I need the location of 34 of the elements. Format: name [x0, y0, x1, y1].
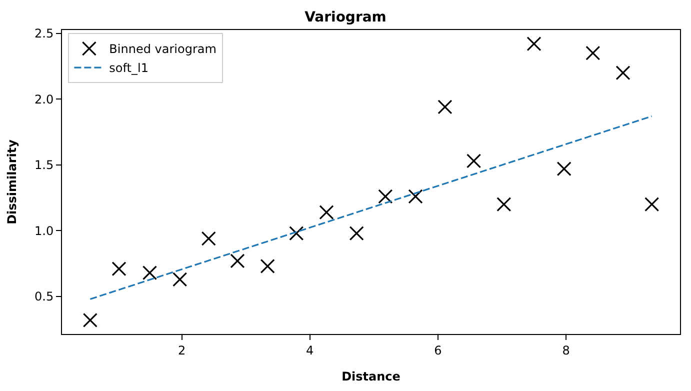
x-tick-label: 6 [434, 343, 442, 358]
y-tick-label: 2.0 [34, 92, 54, 106]
point [616, 65, 630, 80]
point [526, 36, 542, 52]
point [201, 231, 216, 246]
point [349, 226, 364, 241]
point [260, 258, 275, 274]
legend-label: Binned variogram [109, 42, 216, 56]
point [112, 262, 126, 276]
point [319, 204, 334, 220]
point [586, 46, 600, 60]
point [82, 312, 98, 328]
chart-title: Variogram [304, 10, 386, 26]
point [438, 100, 452, 114]
x-tick-label: 8 [562, 343, 570, 358]
point [556, 162, 572, 176]
point [378, 189, 393, 204]
point [142, 266, 158, 280]
y-tick-label: 1.5 [34, 158, 54, 172]
point [496, 197, 512, 212]
point [466, 154, 482, 168]
point [230, 254, 245, 268]
y-tick-label: 1.0 [34, 224, 54, 238]
point [408, 189, 423, 204]
point [289, 226, 304, 241]
x-tick-label: 4 [306, 343, 314, 358]
y-tick-label: 2.5 [34, 26, 54, 40]
point [172, 272, 188, 287]
point [644, 197, 660, 212]
y-tick-label: 0.5 [34, 290, 54, 304]
x-axis-title: Distance [342, 369, 400, 384]
x-tick-label: 2 [178, 343, 186, 358]
legend-label: soft_l1 [109, 61, 148, 76]
y-axis-title: Dissimilarity [4, 139, 19, 224]
